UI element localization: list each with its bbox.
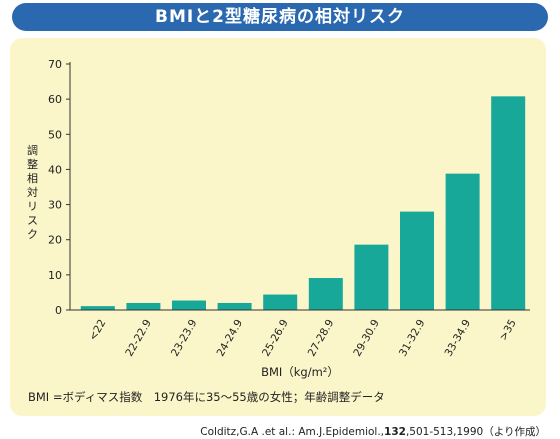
bar-3 bbox=[217, 302, 252, 310]
bar-4 bbox=[263, 294, 298, 310]
y-tick-label: 10 bbox=[48, 269, 62, 282]
chart-title: BMIと2型糖尿病の相対リスク bbox=[12, 3, 548, 31]
source-volume: 132 bbox=[384, 426, 406, 438]
bar-5 bbox=[308, 278, 343, 310]
bar-7 bbox=[400, 211, 434, 310]
x-tick-label: 25-26.9 bbox=[260, 318, 291, 359]
y-tick-label: 50 bbox=[48, 128, 62, 141]
bars bbox=[80, 96, 526, 311]
y-tick-label: 70 bbox=[48, 58, 62, 71]
y-tick-label: 40 bbox=[48, 163, 62, 176]
source-pages: ,501-513,1990（より作成） bbox=[405, 426, 546, 438]
y-axis: 0 10 20 30 40 50 60 70 調整相対リスク bbox=[27, 58, 71, 317]
x-axis-label: BMI（kg/m²） bbox=[261, 365, 339, 379]
y-tick-label: 0 bbox=[55, 304, 62, 317]
source-citation: Colditz,G.A .et al.: Am.J.Epidemiol.,132… bbox=[200, 424, 546, 439]
y-tick-label: 60 bbox=[48, 93, 62, 106]
source-authors: Colditz,G.A .et al.: Am.J.Epidemiol., bbox=[200, 426, 385, 438]
x-tick-label: >35 bbox=[497, 318, 518, 343]
x-tick-label: 23-23.9 bbox=[169, 318, 200, 359]
x-tick-label: <22 bbox=[87, 318, 108, 343]
y-tick-label: 30 bbox=[48, 199, 62, 212]
bar-0 bbox=[80, 306, 115, 310]
x-axis: <22 22-22.9 23-23.9 24-24.9 25-26.9 27-28.9 29… bbox=[70, 309, 530, 379]
bar-2 bbox=[172, 300, 206, 310]
bar-1 bbox=[126, 302, 161, 310]
x-tick-label: 29-30.9 bbox=[351, 318, 382, 359]
x-tick-label: 22-22.9 bbox=[123, 318, 154, 359]
x-tick-label: 33-34.9 bbox=[443, 318, 474, 359]
x-tick-label: 31-32.9 bbox=[397, 318, 428, 359]
x-tick-label: 24-24.9 bbox=[215, 318, 246, 359]
footnote: BMI =ボディマス指数 1976年に35〜55歳の女性；年齢調整データ bbox=[28, 390, 385, 404]
bar-9 bbox=[491, 96, 526, 311]
bar-6 bbox=[354, 244, 389, 310]
x-tick-label: 27-28.9 bbox=[306, 318, 337, 359]
y-tick-label: 20 bbox=[48, 234, 62, 247]
bar-8 bbox=[445, 173, 480, 310]
y-axis-label: 調整相対リスク bbox=[27, 143, 38, 241]
